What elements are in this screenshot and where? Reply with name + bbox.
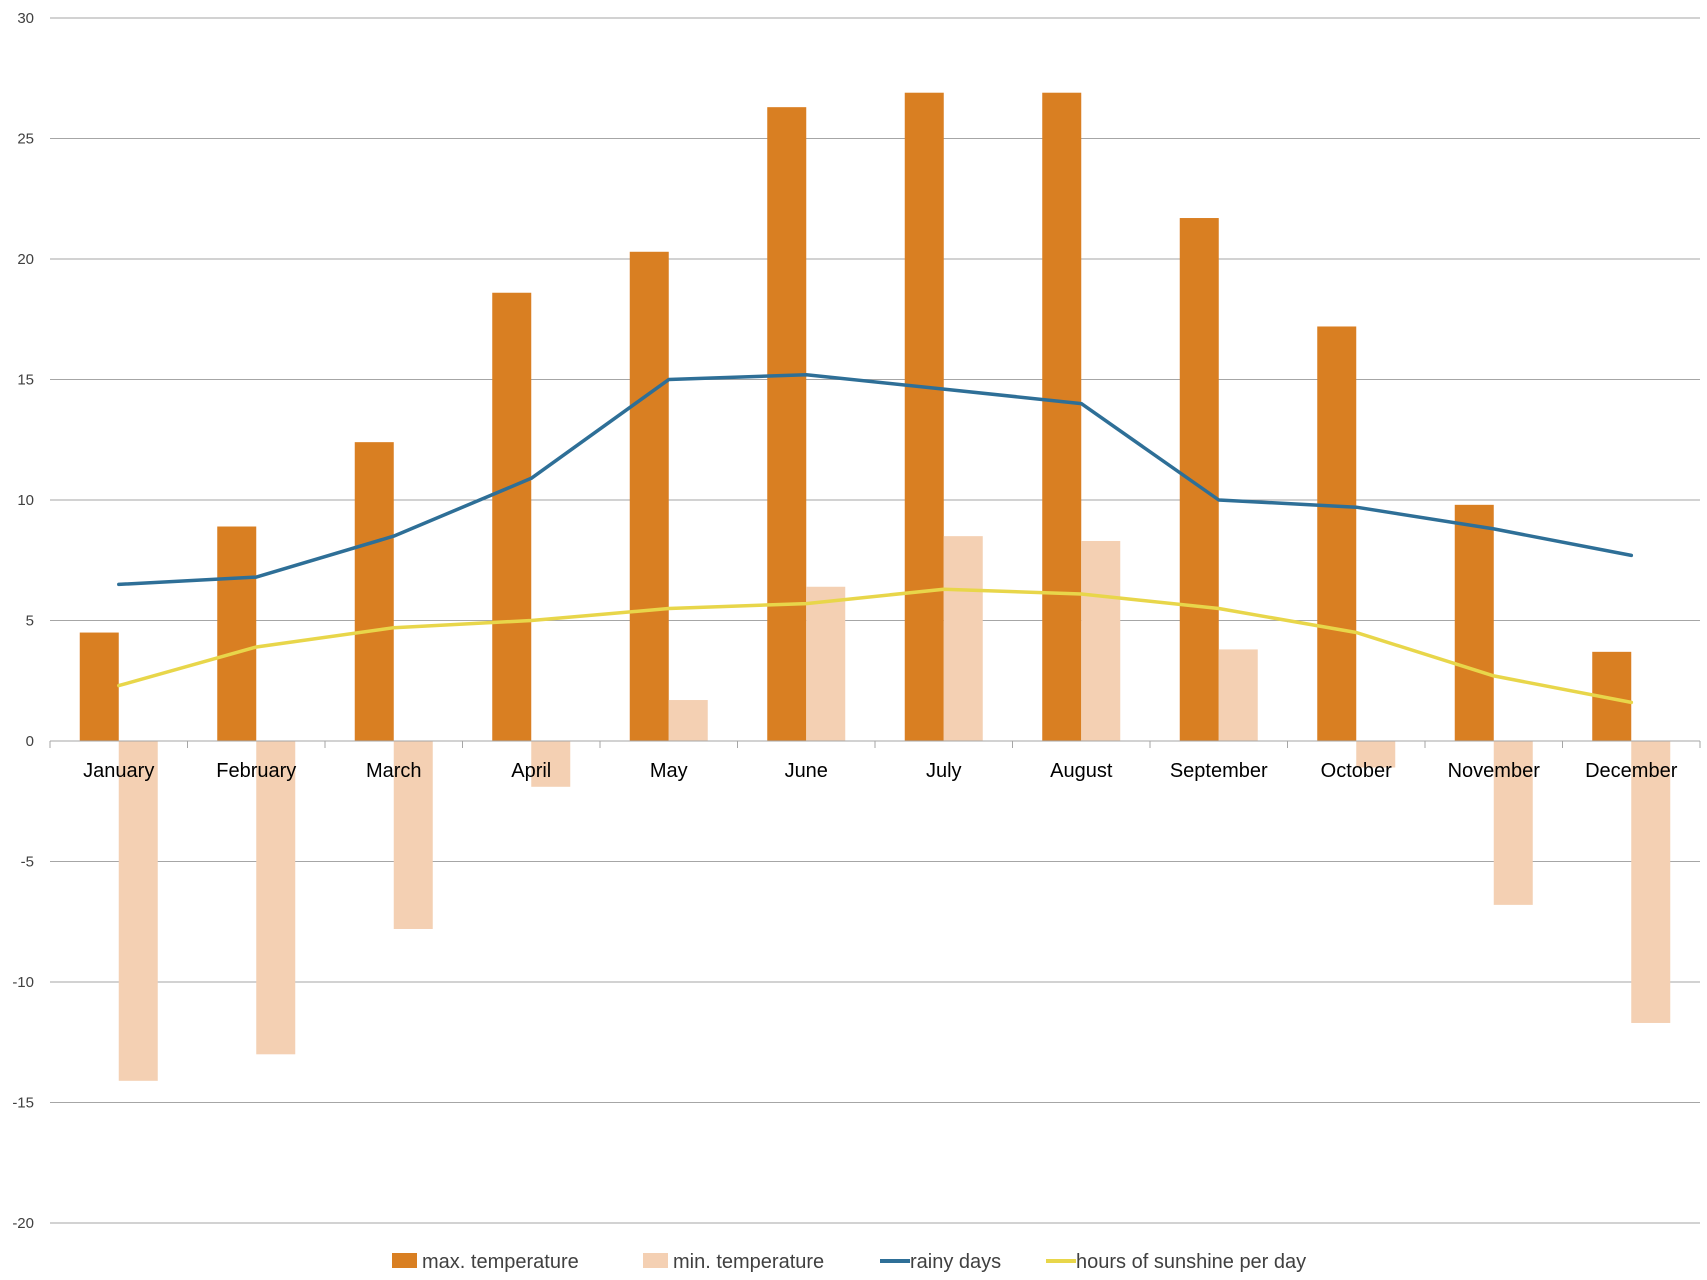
- bar-max-temperature: [1317, 326, 1357, 741]
- y-tick-label: 20: [17, 251, 34, 268]
- legend-max-temperature-swatch: [392, 1253, 417, 1268]
- x-tick-label: October: [1321, 760, 1392, 782]
- bar-max-temperature: [354, 442, 394, 741]
- y-tick-label: -20: [12, 1215, 34, 1232]
- line-rainy-days: [117, 372, 1634, 587]
- bar-min-temperature: [943, 536, 983, 741]
- y-tick-label: 25: [17, 131, 34, 148]
- legend-min-temperature-swatch: [643, 1253, 668, 1268]
- bars: [79, 92, 1671, 1081]
- bar-min-temperature: [1493, 741, 1533, 905]
- bar-min-temperature: [118, 741, 158, 1081]
- x-tick-label: January: [83, 760, 154, 782]
- y-tick-label: 10: [17, 492, 34, 509]
- x-tick-label: December: [1585, 760, 1678, 782]
- x-tick-label: February: [216, 760, 296, 782]
- bar-min-temperature: [1081, 540, 1121, 741]
- gridlines: [50, 17, 1700, 1224]
- bar-max-temperature: [79, 632, 119, 741]
- x-tick-label: July: [926, 760, 962, 782]
- bar-min-temperature: [1631, 741, 1671, 1023]
- bar-max-temperature: [492, 292, 532, 741]
- bar-max-temperature: [1454, 504, 1494, 741]
- bar-min-temperature: [531, 741, 571, 787]
- bar-max-temperature: [629, 251, 669, 741]
- bar-min-temperature: [806, 586, 846, 741]
- x-tick-label: June: [785, 760, 828, 782]
- bar-min-temperature: [393, 741, 433, 929]
- legend: max. temperature min. temperature rainy da…: [392, 1251, 1306, 1273]
- bar-min-temperature: [256, 741, 296, 1055]
- legend-min-temperature-label: min. temperature: [673, 1251, 824, 1273]
- legend-max-temperature-label: max. temperature: [422, 1251, 579, 1273]
- y-tick-label: 0: [26, 733, 34, 750]
- bar-min-temperature: [668, 700, 708, 741]
- bar-min-temperature: [1356, 741, 1396, 768]
- y-tick-label: 15: [17, 372, 34, 389]
- y-tick-label: -10: [12, 974, 34, 991]
- x-tick-label: March: [366, 760, 422, 782]
- bar-max-temperature: [904, 92, 944, 741]
- x-axis: [49, 740, 1701, 748]
- lines: [117, 372, 1634, 705]
- line-hours-of-sunshine: [117, 587, 1634, 705]
- legend-rainy-days-label: rainy days: [910, 1251, 1001, 1273]
- x-tick-label: May: [650, 760, 688, 782]
- bar-max-temperature: [1042, 92, 1082, 741]
- x-tick-label: September: [1170, 760, 1268, 782]
- y-tick-label: -15: [12, 1095, 34, 1112]
- y-axis-ticks: 30 25 20 15 10 5 0 -5 -10 -15 -20: [12, 10, 34, 1232]
- legend-hours-of-sunshine-label: hours of sunshine per day: [1076, 1251, 1306, 1273]
- y-tick-label: -5: [21, 854, 34, 871]
- x-tick-label: April: [511, 760, 551, 782]
- x-tick-label: August: [1050, 760, 1113, 782]
- x-tick-label: November: [1448, 760, 1541, 782]
- bar-max-temperature: [217, 526, 257, 741]
- x-axis-ticks: January February March April May June July Augu…: [83, 760, 1678, 782]
- y-tick-label: 30: [17, 10, 34, 27]
- bar-max-temperature: [1179, 218, 1219, 741]
- bar-max-temperature: [767, 107, 807, 742]
- y-tick-label: 5: [26, 613, 34, 630]
- bar-min-temperature: [1218, 649, 1258, 741]
